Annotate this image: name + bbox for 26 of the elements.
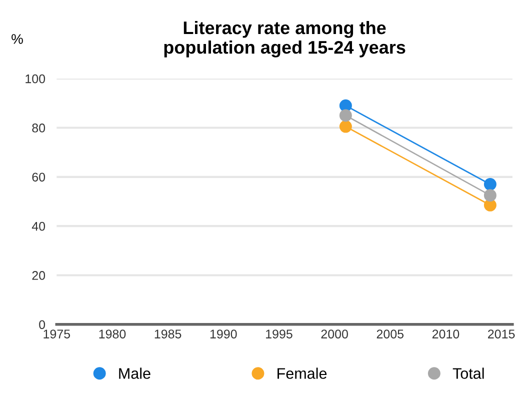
y-tick-label: 60 xyxy=(32,172,46,182)
y-tick-label: 40 xyxy=(32,222,46,231)
legend-label: Male xyxy=(119,368,150,379)
point xyxy=(484,189,496,202)
point xyxy=(339,120,352,133)
x-tick-label: 1990 xyxy=(210,330,237,338)
legend-label: Total xyxy=(452,368,484,379)
x-tick-label: 2010 xyxy=(432,330,460,338)
legend-label: Female xyxy=(278,368,327,379)
x-tick-label: 1980 xyxy=(99,330,126,338)
y-tick-label: 20 xyxy=(32,271,46,280)
y-tick-label: 80 xyxy=(32,124,46,132)
chart-title: Literacy rate among the population aged 15-24 years xyxy=(164,20,406,58)
y-axis-title: % xyxy=(12,34,23,44)
x-tick-label: 2005 xyxy=(376,330,404,338)
x-tick-label: 1975 xyxy=(44,330,70,338)
point xyxy=(484,178,496,191)
y-tick-label: 0 xyxy=(39,320,46,330)
point xyxy=(484,198,496,212)
x-tick-label: 1985 xyxy=(154,330,182,338)
point xyxy=(339,99,352,112)
x-tick-label: 2015 xyxy=(488,330,515,338)
point xyxy=(339,109,352,122)
y-tick-label: 100 xyxy=(26,74,46,84)
x-tick-label: 1995 xyxy=(266,330,292,338)
x-tick-label: 2000 xyxy=(321,330,348,338)
